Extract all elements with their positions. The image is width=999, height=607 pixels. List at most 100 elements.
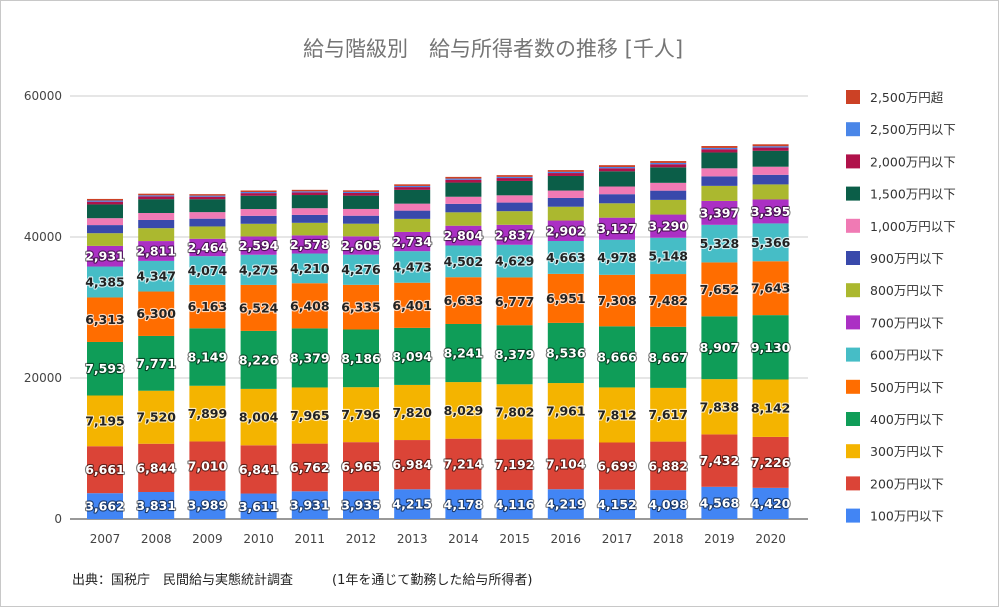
data-label: 5,148 bbox=[648, 248, 688, 263]
bar-segment bbox=[189, 194, 226, 196]
bar-segment bbox=[343, 195, 379, 209]
bar-segment bbox=[343, 491, 379, 519]
bar-segment bbox=[138, 491, 175, 519]
x-tick-label: 2019 bbox=[704, 532, 735, 546]
y-tick-label: 40000 bbox=[24, 230, 62, 244]
bar-segment bbox=[189, 226, 226, 239]
bar-segment bbox=[87, 204, 123, 219]
bar-segment bbox=[599, 203, 635, 218]
bar-segment bbox=[445, 179, 482, 183]
bar-segment bbox=[87, 446, 123, 494]
bar-segment bbox=[496, 489, 533, 519]
bar-segment bbox=[138, 196, 175, 200]
bar-segment bbox=[496, 195, 533, 203]
legend-swatch bbox=[846, 218, 860, 233]
bar-segment bbox=[138, 260, 175, 292]
legend-label: 600万円以下 bbox=[870, 348, 944, 363]
data-label: 6,633 bbox=[444, 293, 484, 308]
y-axis-ticks: 0 20000 40000 60000 bbox=[24, 89, 62, 526]
data-label: 4,663 bbox=[546, 250, 586, 265]
data-label: 3,290 bbox=[648, 219, 688, 234]
bar-segment bbox=[445, 382, 482, 439]
data-label: 6,951 bbox=[546, 291, 586, 306]
bar-segment bbox=[496, 384, 533, 440]
data-label: 8,536 bbox=[546, 345, 586, 360]
data-label: 8,094 bbox=[392, 349, 432, 364]
legend-label: 1,000万円以下 bbox=[870, 219, 956, 234]
bar-segment bbox=[752, 166, 789, 175]
legend-label: 500万円以下 bbox=[870, 380, 944, 395]
bar-segment bbox=[445, 203, 482, 213]
bar-segment bbox=[445, 277, 482, 324]
bar-segment bbox=[189, 218, 226, 227]
data-label: 4,502 bbox=[444, 254, 484, 269]
bar-segment bbox=[445, 182, 482, 197]
bar-segment bbox=[291, 283, 328, 329]
data-label: 8,186 bbox=[341, 351, 381, 366]
bar-segment bbox=[291, 214, 328, 223]
bar-segment bbox=[701, 379, 738, 435]
data-label: 7,802 bbox=[495, 404, 535, 419]
bar-segment bbox=[701, 316, 738, 380]
data-label: 6,762 bbox=[290, 460, 330, 475]
bar-segment bbox=[189, 212, 226, 219]
legend-swatch bbox=[846, 154, 860, 169]
data-label: 7,899 bbox=[188, 406, 228, 421]
data-label: 4,178 bbox=[444, 497, 484, 512]
bar-segment bbox=[496, 175, 533, 177]
bar-segment bbox=[599, 274, 635, 327]
bar-segment bbox=[650, 387, 687, 442]
bar-segment bbox=[701, 262, 738, 317]
x-tick-label: 2014 bbox=[448, 532, 479, 546]
bar-segment bbox=[87, 200, 123, 202]
legend-swatch bbox=[846, 251, 860, 265]
y-tick-label: 20000 bbox=[24, 371, 62, 385]
data-label: 7,432 bbox=[700, 453, 740, 468]
legend-swatch bbox=[846, 186, 860, 201]
bar-segment bbox=[752, 315, 789, 380]
bar-segment bbox=[240, 236, 277, 255]
x-axis-ticks: 2007 2008 2009 2010 2011 2012 2013 2014 2015 2016… bbox=[90, 532, 786, 546]
data-label: 8,379 bbox=[290, 350, 330, 365]
bar-segment bbox=[189, 238, 226, 257]
bar-segment bbox=[650, 164, 687, 168]
bar-segment bbox=[138, 291, 175, 336]
bars bbox=[87, 144, 789, 519]
bar-segment bbox=[599, 166, 635, 169]
bar-segment bbox=[291, 208, 328, 215]
legend-swatch bbox=[846, 412, 860, 426]
gridlines bbox=[70, 95, 808, 520]
data-label: 7,961 bbox=[546, 404, 586, 419]
bar-segment bbox=[496, 439, 533, 490]
bar-segment bbox=[394, 440, 431, 490]
bar-segment bbox=[496, 224, 533, 245]
data-label: 4,098 bbox=[648, 497, 688, 512]
bar-segment bbox=[138, 213, 175, 220]
data-label: 3,127 bbox=[597, 221, 637, 236]
data-label: 6,965 bbox=[341, 459, 381, 474]
data-label: 6,300 bbox=[136, 306, 176, 321]
bar-segment bbox=[394, 218, 431, 232]
bar-segment bbox=[189, 441, 226, 491]
bar-segment bbox=[343, 192, 379, 196]
legend-label: 900万円以下 bbox=[870, 251, 944, 266]
data-label: 6,408 bbox=[290, 298, 330, 313]
bar-segment bbox=[394, 251, 431, 283]
bar-segment bbox=[547, 383, 584, 440]
bar-segment bbox=[599, 165, 635, 167]
bar-segment bbox=[650, 162, 687, 165]
bar-segment bbox=[547, 322, 584, 384]
data-label: 7,652 bbox=[700, 282, 740, 297]
bar-segment bbox=[138, 195, 175, 197]
x-tick-label: 2020 bbox=[755, 532, 786, 546]
bar-segment bbox=[394, 231, 431, 252]
bar-segment bbox=[599, 489, 635, 519]
bar-segment bbox=[496, 325, 533, 385]
data-label: 7,796 bbox=[341, 407, 381, 422]
data-label: 4,568 bbox=[700, 495, 740, 510]
bar-segment bbox=[547, 170, 584, 172]
bar-segment bbox=[343, 190, 379, 192]
legend-swatch bbox=[846, 508, 860, 523]
data-label: 6,524 bbox=[239, 300, 279, 315]
